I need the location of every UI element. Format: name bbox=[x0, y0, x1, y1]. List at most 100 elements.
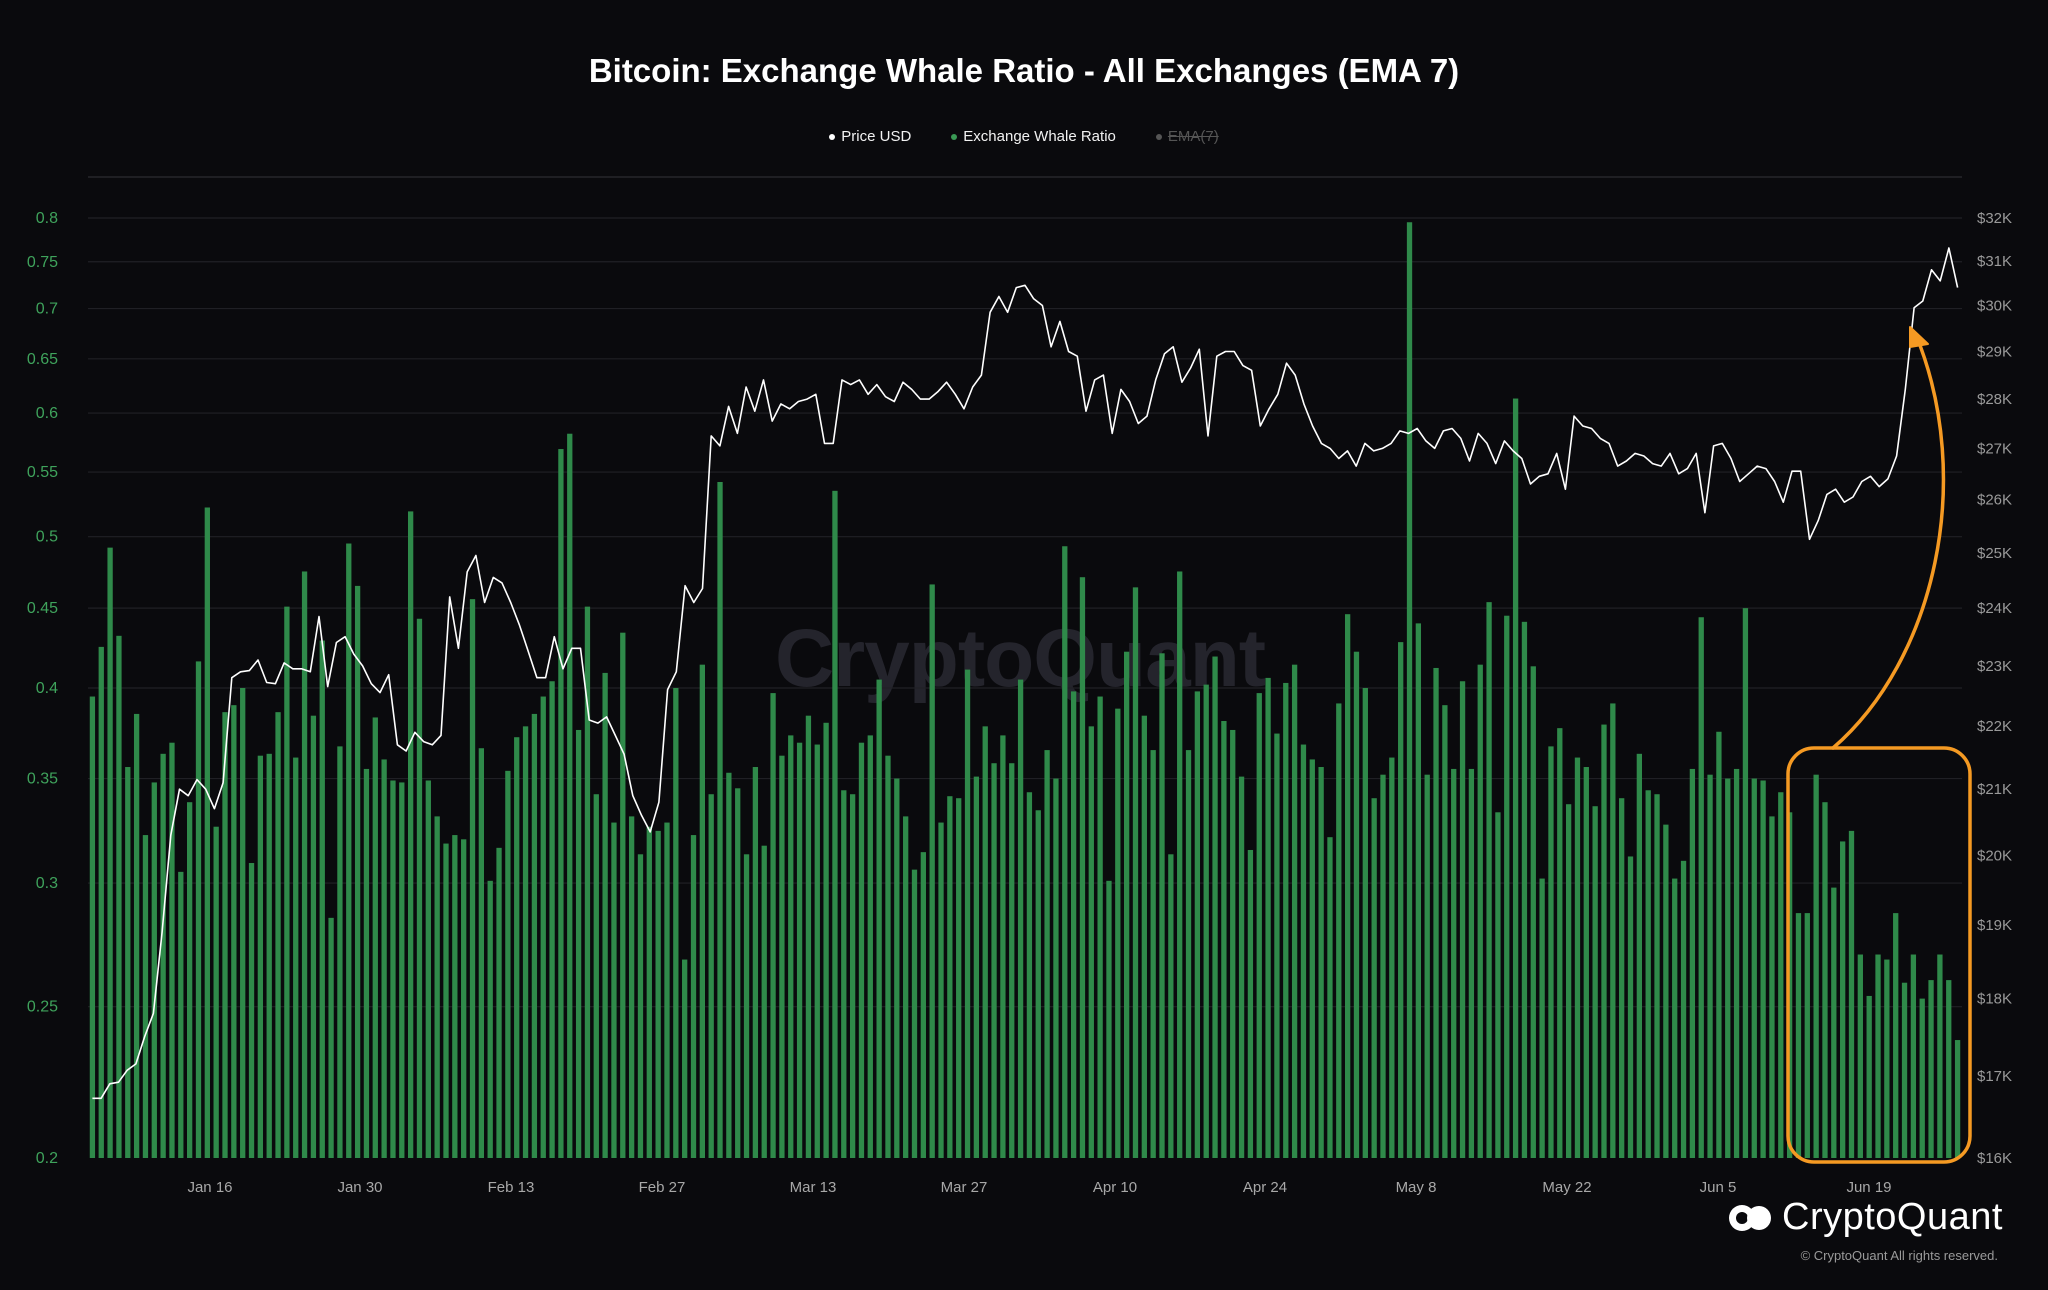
whale-ratio-bar bbox=[1751, 778, 1757, 1158]
annotation-arrow bbox=[1831, 333, 1946, 750]
whale-ratio-bar bbox=[1680, 860, 1687, 1158]
right-tick-label: $29K bbox=[1977, 343, 2012, 360]
whale-ratio-bar bbox=[549, 681, 555, 1158]
whale-ratio-bar bbox=[894, 778, 900, 1158]
whale-ratio-bar bbox=[1521, 621, 1528, 1158]
x-tick-label: Feb 27 bbox=[639, 1179, 686, 1196]
whale-ratio-bar bbox=[1141, 715, 1147, 1158]
whale-ratio-bar bbox=[1725, 778, 1731, 1158]
legend-item-ema[interactable]: EMA(7) bbox=[1155, 128, 1219, 145]
whale-ratio-bar bbox=[98, 646, 104, 1158]
whale-ratio-bar bbox=[204, 507, 210, 1158]
whale-ratio-bar bbox=[1504, 615, 1510, 1158]
whale-ratio-bar bbox=[1318, 767, 1324, 1158]
whale-ratio-bar bbox=[1778, 792, 1784, 1158]
whale-ratio-bar bbox=[319, 640, 325, 1158]
brand-logo: CryptoQuant bbox=[1728, 1196, 2003, 1239]
whale-ratio-bar bbox=[1017, 679, 1024, 1158]
whale-ratio-bar bbox=[1910, 954, 1917, 1158]
whale-ratio-bar bbox=[372, 717, 378, 1158]
whale-ratio-bar bbox=[1327, 837, 1333, 1158]
whale-ratio-bar bbox=[293, 757, 299, 1158]
whale-ratio-bar bbox=[531, 713, 538, 1158]
price-line bbox=[92, 247, 1959, 1100]
whale-ratio-bar bbox=[1468, 768, 1475, 1158]
whale-ratio-bar bbox=[328, 917, 334, 1158]
x-tick-label: May 22 bbox=[1542, 1179, 1591, 1196]
whale-ratio-bar bbox=[222, 712, 228, 1158]
whale-ratio-bar bbox=[1070, 691, 1077, 1158]
whale-ratio-bar bbox=[1097, 696, 1103, 1158]
whale-ratio-bar bbox=[1035, 810, 1041, 1158]
whale-ratio-bar bbox=[133, 713, 140, 1158]
whale-ratio-bar bbox=[1716, 731, 1722, 1158]
whale-ratio-bar bbox=[991, 763, 997, 1158]
x-tick-label: Jun 19 bbox=[1846, 1179, 1891, 1196]
whale-ratio-bar bbox=[151, 782, 157, 1158]
whale-ratio-bar bbox=[1610, 703, 1616, 1158]
whale-ratio-bar bbox=[107, 547, 113, 1158]
x-tick-label: May 8 bbox=[1396, 1179, 1437, 1196]
legend-label-price: Price USD bbox=[841, 128, 912, 145]
brand-name: CryptoQuant bbox=[1782, 1196, 2003, 1238]
whale-ratio-bar bbox=[363, 768, 370, 1158]
whale-ratio-bar bbox=[187, 802, 193, 1158]
price-usd-line bbox=[92, 247, 1959, 1100]
whale-ratio-bar bbox=[1565, 804, 1572, 1158]
whale-ratio-bar bbox=[770, 693, 776, 1158]
whale-ratio-bar bbox=[1574, 757, 1581, 1158]
whale-ratio-bar bbox=[1742, 608, 1749, 1158]
whale-ratio-bar bbox=[1901, 982, 1908, 1158]
whale-ratio-bar bbox=[584, 606, 591, 1158]
whale-ratio-bar bbox=[1831, 887, 1837, 1158]
whale-ratio-bar bbox=[956, 798, 962, 1158]
left-tick-label: 0.35 bbox=[27, 771, 58, 788]
right-tick-label: $31K bbox=[1977, 253, 2012, 270]
x-tick-label: Apr 24 bbox=[1243, 1179, 1287, 1196]
whale-ratio-bar bbox=[1053, 778, 1059, 1158]
x-tick-label: Mar 13 bbox=[790, 1179, 837, 1196]
whale-ratio-bar bbox=[1813, 774, 1819, 1158]
whale-ratio-bar bbox=[1954, 1040, 1961, 1158]
whale-ratio-bar bbox=[257, 755, 264, 1158]
legend-label-ema: EMA(7) bbox=[1167, 128, 1219, 145]
whale-ratio-bar bbox=[443, 843, 449, 1158]
whale-ratio-bar bbox=[1627, 856, 1634, 1158]
whale-ratio-bar bbox=[310, 715, 317, 1158]
whale-ratio-bar bbox=[690, 835, 697, 1158]
whale-ratio-bar bbox=[231, 705, 237, 1158]
legend-label-whale-ratio: Exchange Whale Ratio bbox=[963, 128, 1116, 145]
whale-ratio-bar bbox=[947, 796, 953, 1158]
whale-ratio-bar bbox=[761, 845, 767, 1158]
whale-ratio-bar bbox=[248, 863, 255, 1158]
whale-ratio-bar bbox=[1707, 774, 1713, 1158]
whale-ratio-bar bbox=[832, 490, 838, 1158]
whale-ratio-bar bbox=[240, 688, 246, 1158]
whale-ratio-bar bbox=[1044, 750, 1050, 1158]
whale-ratio-bar bbox=[673, 688, 679, 1158]
left-tick-label: 0.4 bbox=[36, 680, 58, 697]
legend-item-whale-ratio[interactable]: Exchange Whale Ratio bbox=[951, 128, 1116, 145]
legend-item-price[interactable]: Price USD bbox=[829, 128, 911, 145]
x-tick-label: Apr 10 bbox=[1093, 1179, 1137, 1196]
right-tick-label: $25K bbox=[1977, 545, 2012, 562]
right-tick-label: $24K bbox=[1977, 600, 2012, 617]
whale-ratio-bar bbox=[1265, 677, 1271, 1158]
whale-ratio-bar bbox=[1283, 682, 1289, 1158]
left-tick-label: 0.55 bbox=[27, 464, 58, 481]
whale-ratio-bar bbox=[284, 606, 290, 1158]
whale-ratio-bar bbox=[1362, 688, 1368, 1158]
whale-ratio-bar bbox=[1486, 602, 1492, 1158]
whale-ratio-bar bbox=[982, 726, 988, 1158]
whale-ratio-bar bbox=[89, 696, 96, 1158]
whale-ratio-bar bbox=[1026, 792, 1033, 1158]
whale-ratio-bar bbox=[1946, 980, 1952, 1158]
whale-ratio-bar bbox=[1159, 653, 1165, 1158]
whale-ratio-bar bbox=[1115, 708, 1121, 1158]
whale-ratio-bar bbox=[788, 735, 794, 1158]
x-tick-label: Jan 30 bbox=[337, 1179, 382, 1196]
whale-ratio-bar bbox=[1919, 998, 1925, 1158]
whale-ratio-bar bbox=[399, 782, 405, 1158]
whale-ratio-bar bbox=[1512, 398, 1519, 1158]
left-tick-label: 0.6 bbox=[36, 405, 58, 422]
